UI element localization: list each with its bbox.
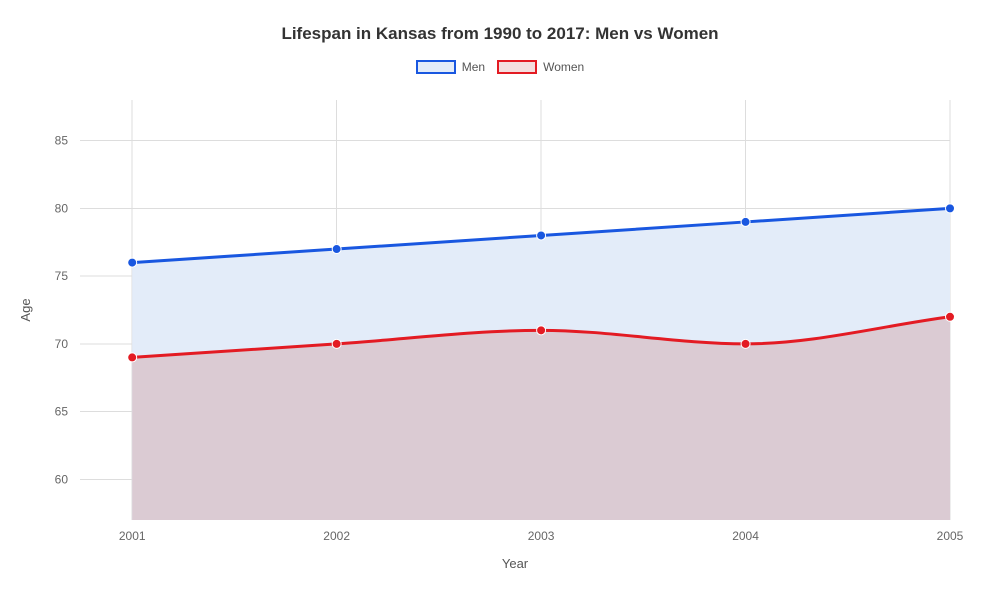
marker-men	[946, 204, 955, 213]
x-tick-label: 2003	[528, 529, 555, 543]
legend-item-men: Men	[416, 60, 485, 74]
x-axis-label: Year	[502, 556, 529, 571]
y-tick-label: 65	[55, 405, 69, 419]
marker-men	[128, 258, 137, 267]
marker-men	[741, 217, 750, 226]
marker-women	[128, 353, 137, 362]
x-tick-label: 2004	[732, 529, 759, 543]
marker-men	[537, 231, 546, 240]
lifespan-chart: Lifespan in Kansas from 1990 to 2017: Me…	[0, 0, 1000, 600]
chart-title: Lifespan in Kansas from 1990 to 2017: Me…	[0, 0, 1000, 44]
legend-item-women: Women	[497, 60, 584, 74]
marker-men	[332, 245, 341, 254]
y-tick-label: 80	[55, 201, 69, 215]
marker-women	[332, 339, 341, 348]
x-tick-label: 2002	[323, 529, 350, 543]
marker-women	[537, 326, 546, 335]
legend: Men Women	[0, 60, 1000, 74]
marker-women	[946, 312, 955, 321]
marker-women	[741, 339, 750, 348]
plot-svg: 60657075808520012002200320042005AgeYear	[80, 100, 950, 520]
y-tick-label: 85	[55, 134, 69, 148]
plot-area: 60657075808520012002200320042005AgeYear	[80, 100, 950, 520]
legend-swatch-men	[416, 60, 456, 74]
legend-swatch-women	[497, 60, 537, 74]
y-tick-label: 75	[55, 269, 69, 283]
y-axis-label: Age	[18, 298, 33, 321]
x-tick-label: 2001	[119, 529, 146, 543]
legend-label-men: Men	[462, 60, 485, 74]
legend-label-women: Women	[543, 60, 584, 74]
y-tick-label: 60	[55, 472, 69, 486]
x-tick-label: 2005	[937, 529, 964, 543]
y-tick-label: 70	[55, 337, 69, 351]
